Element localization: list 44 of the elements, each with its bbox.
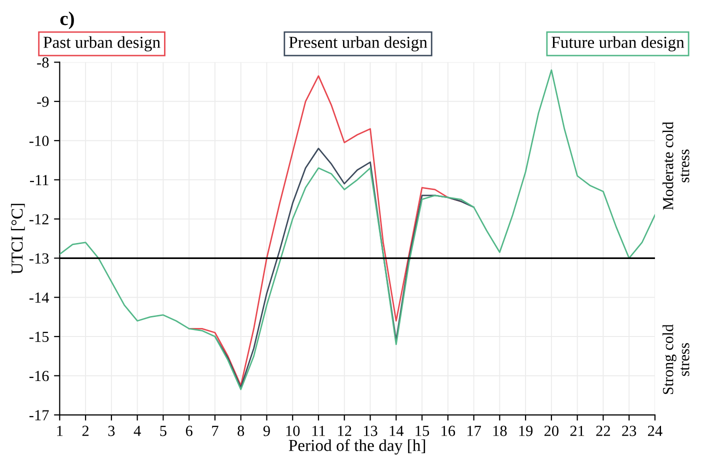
y-tick-label: -10 [29,136,49,146]
text: Moderate cold stress [662,122,690,210]
x-tick-label: 12 [338,426,352,436]
line-series [188,75,462,386]
x-tick-label: 22 [596,426,610,436]
x-tick-label: 15 [416,426,430,436]
x-tick-label: 4 [134,426,141,436]
y-tick-label: -17 [29,410,49,420]
y-tick-label: -12 [29,214,48,224]
text: Strong cold stress [662,324,690,394]
x-tick-label: 18 [493,426,507,436]
x-tick-label: 3 [108,426,115,436]
text: Past urban design [43,36,160,52]
y-tick-label: -11 [30,175,48,186]
x-tick-label: 6 [186,426,192,436]
y-axis-title: UTCI [°C] [10,204,25,274]
x-tick-label: 11 [312,426,325,436]
x-tick-label: 17 [467,426,481,436]
x-tick-label: 13 [364,426,378,436]
x-tick-label: 5 [160,426,166,436]
x-tick-label: 20 [544,426,558,436]
y-tick-label: -8 [37,57,49,68]
y-tick-label: -15 [29,332,49,342]
x-axis-title: Period of the day [h] [288,439,426,454]
x-tick-label: 10 [286,426,300,436]
x-tick-label: 14 [390,426,404,436]
x-tick-label: 16 [442,426,456,436]
x-tick-label: 24 [648,426,662,436]
x-tick-label: 7 [212,426,218,436]
y-tick-label: -16 [29,370,49,382]
y-tick-label: -9 [37,96,49,107]
y-tick-label: -14 [29,292,50,303]
x-tick-label: 21 [570,426,584,436]
y-tick-label: -13 [29,253,49,264]
x-tick-label: 9 [263,426,270,436]
line-series [214,148,474,388]
series-label: Future urban design [552,36,684,52]
x-tick-label: 19 [519,426,533,436]
text: Present urban design [289,36,428,52]
text: c) [60,12,74,30]
x-tick-label: 1 [57,426,63,436]
x-tick-label: 23 [622,426,636,436]
x-tick-label: 8 [238,426,244,436]
x-tick-label: 2 [82,426,89,436]
